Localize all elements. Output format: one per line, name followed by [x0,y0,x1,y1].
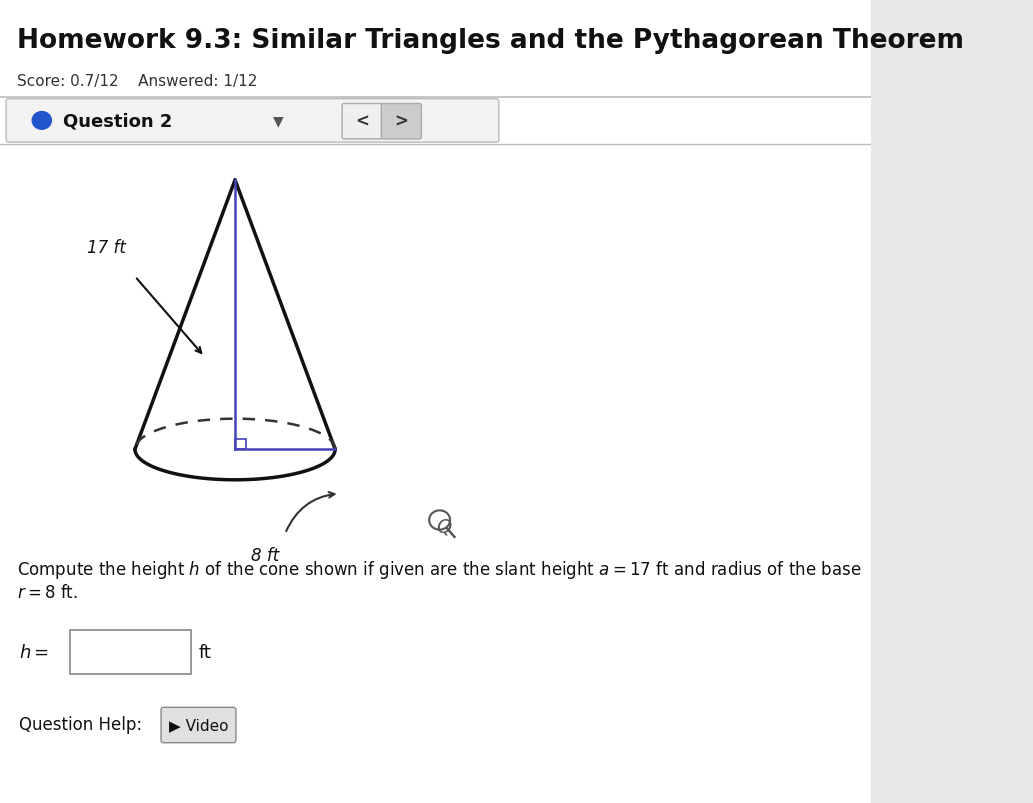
Text: Question Help:: Question Help: [20,715,143,733]
FancyBboxPatch shape [6,100,499,143]
Text: 17 ft: 17 ft [87,239,126,257]
Text: Compute the height $h$ of the cone shown if given are the slant height $a = 17$ : Compute the height $h$ of the cone shown… [18,558,862,601]
Text: ▼: ▼ [274,114,284,128]
Bar [236,439,246,450]
Text: ▶ Video: ▶ Video [168,718,228,732]
Text: Score: 0.7/12    Answered: 1/12: Score: 0.7/12 Answered: 1/12 [18,74,258,89]
Text: Homework 9.3: Similar Triangles and the Pythagorean Theorem: Homework 9.3: Similar Triangles and the … [18,28,965,54]
Text: >: > [395,112,408,130]
FancyBboxPatch shape [342,104,382,140]
Text: <: < [355,112,369,130]
Text: 8 ft: 8 ft [251,546,279,564]
Text: $h =$: $h =$ [20,643,50,661]
Circle shape [32,112,52,130]
Text: Question 2: Question 2 [63,112,173,130]
FancyBboxPatch shape [381,104,421,140]
Text: Q: Q [436,516,451,536]
Text: ft: ft [198,643,212,661]
FancyBboxPatch shape [161,707,236,743]
FancyBboxPatch shape [0,0,871,803]
FancyBboxPatch shape [69,630,191,674]
